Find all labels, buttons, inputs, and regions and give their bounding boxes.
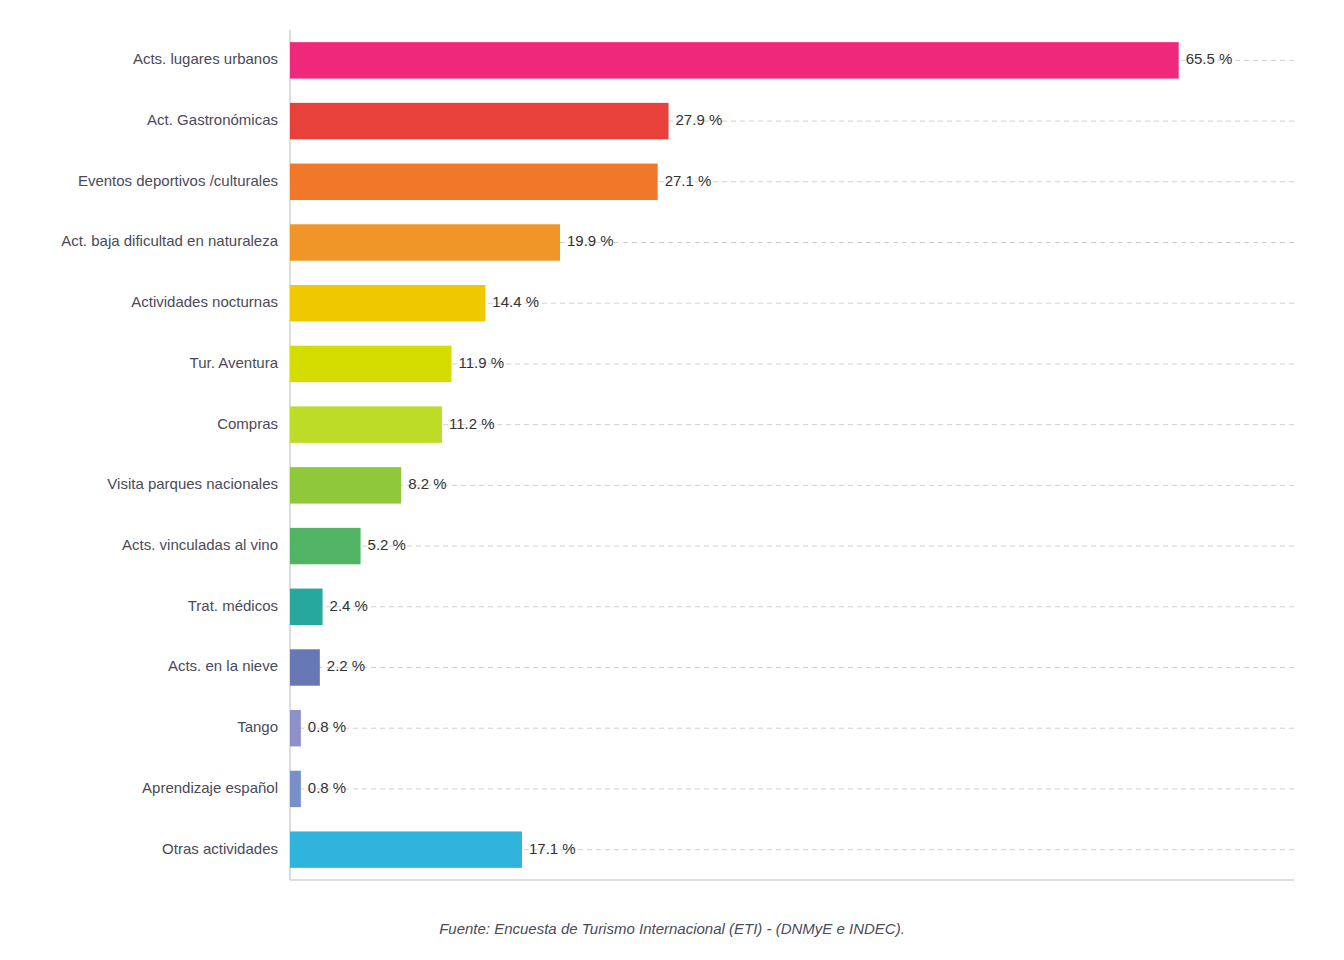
y-tick-label: Aprendizaje español	[142, 779, 278, 796]
y-tick-label: Visita parques nacionales	[107, 475, 278, 492]
y-tick-label: Actividades nocturnas	[131, 293, 278, 310]
bar	[290, 224, 560, 260]
bar	[290, 467, 401, 503]
bar	[290, 406, 442, 442]
bar	[290, 346, 451, 382]
bar	[290, 589, 323, 625]
bars	[290, 42, 1179, 868]
chart: Acts. lugares urbanos Act. Gastronómicas E…	[0, 0, 1344, 960]
data-label: 0.8 %	[308, 718, 346, 735]
y-tick-label: Trat. médicos	[188, 597, 278, 614]
data-label: 11.2 %	[449, 415, 495, 432]
bar	[290, 103, 669, 139]
y-tick-label: Eventos deportivos /culturales	[78, 172, 278, 189]
y-tick-labels: Acts. lugares urbanos Act. Gastronómicas E…	[61, 50, 278, 856]
grid	[290, 60, 1294, 849]
data-label: 65.5 %	[1186, 50, 1233, 67]
bar	[290, 831, 522, 867]
data-label: 17.1 %	[529, 840, 576, 857]
data-label: 0.8 %	[308, 779, 346, 796]
data-label: 8.2 %	[408, 475, 446, 492]
y-tick-label: Acts. lugares urbanos	[133, 50, 278, 67]
data-label: 5.2 %	[368, 536, 406, 553]
bar	[290, 710, 301, 746]
data-label: 27.1 %	[665, 172, 712, 189]
data-label: 2.2 %	[327, 657, 365, 674]
bar	[290, 528, 361, 564]
bar	[290, 649, 320, 685]
y-tick-label: Act. Gastronómicas	[147, 111, 278, 128]
grid-line	[290, 606, 1294, 607]
bar	[290, 42, 1179, 78]
y-tick-label: Otras actividades	[162, 840, 278, 857]
bar	[290, 771, 301, 807]
grid-line	[290, 667, 1294, 668]
data-label: 2.4 %	[330, 597, 368, 614]
bar	[290, 164, 658, 200]
x-axis-line	[290, 880, 1294, 881]
data-label: 27.9 %	[676, 111, 723, 128]
y-tick-label: Compras	[217, 415, 278, 432]
bar	[290, 285, 485, 321]
grid-line	[290, 546, 1294, 547]
y-tick-label: Acts. vinculadas al vino	[122, 536, 278, 553]
y-axis-line	[290, 30, 291, 880]
data-label: 19.9 %	[567, 232, 614, 249]
data-label: 11.9 %	[458, 354, 504, 371]
y-tick-label: Tur. Aventura	[190, 354, 279, 371]
grid-line	[290, 788, 1294, 789]
y-tick-label: Acts. en la nieve	[168, 657, 278, 674]
footer-text: Fuente: Encuesta de Turismo Internaciona…	[439, 920, 905, 937]
y-tick-label: Tango	[237, 718, 278, 735]
grid-line	[290, 728, 1294, 729]
data-labels: 65.5 % 27.9 % 27.1 % 19.9 % 14.4 % 11.9 % 11.2…	[308, 50, 1233, 856]
data-label: 14.4 %	[492, 293, 539, 310]
y-tick-label: Act. baja dificultad en naturaleza	[61, 232, 278, 249]
